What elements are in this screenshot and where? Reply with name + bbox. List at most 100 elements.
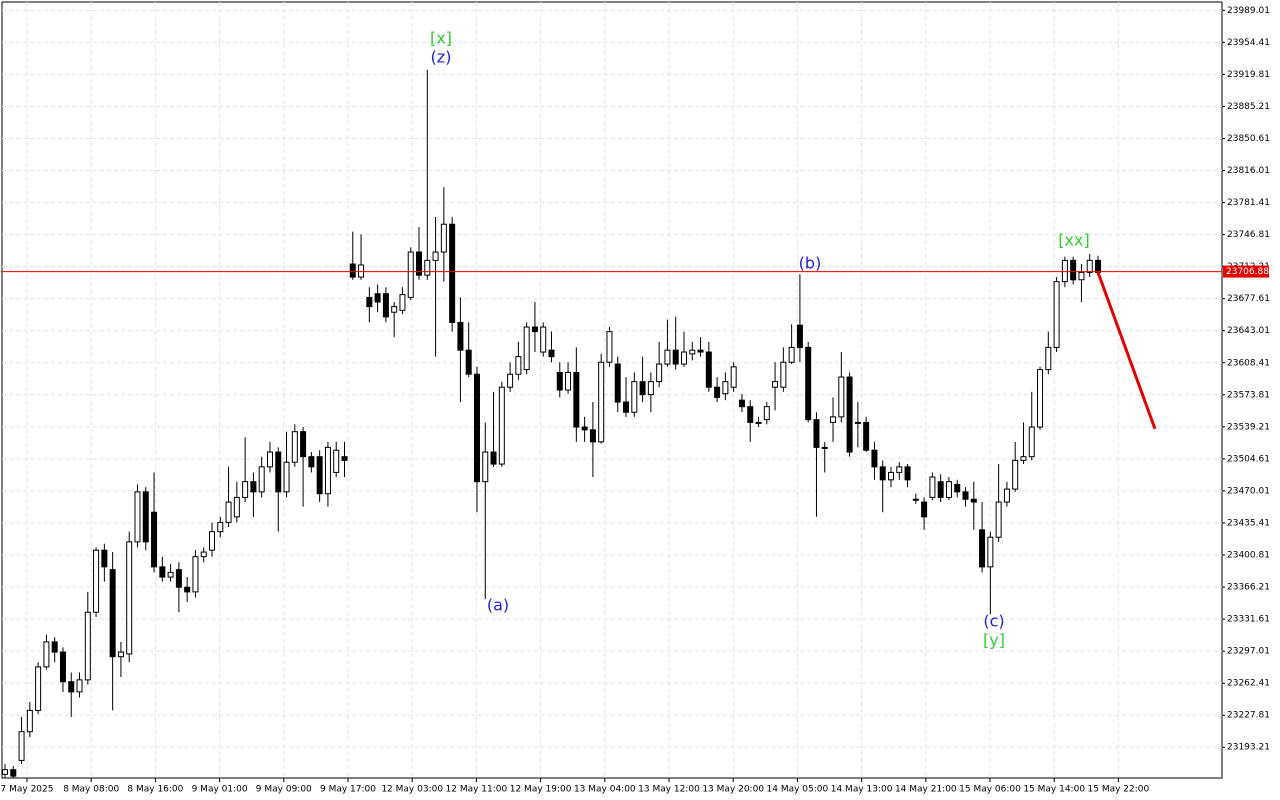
wave-label: [xx]: [1058, 231, 1089, 250]
candle-body: [747, 406, 754, 423]
y-tick-label: 23919.81: [1227, 70, 1270, 80]
x-tick-label: 13 May 12:00: [638, 785, 700, 795]
x-tick-label: 13 May 04:00: [574, 785, 636, 795]
y-tick-label: 23227.81: [1227, 711, 1270, 721]
candle-body: [738, 399, 745, 408]
candle-body: [275, 451, 282, 493]
candle-body: [151, 511, 158, 568]
x-tick-label: 14 May 05:00: [767, 785, 829, 795]
candle-body: [490, 451, 497, 465]
candle-body: [647, 381, 654, 396]
candle-body: [631, 381, 638, 413]
candle-body: [250, 481, 257, 493]
candle-body: [830, 416, 837, 423]
candle-body: [1003, 488, 1010, 503]
candle-body: [1037, 369, 1044, 428]
candle-body: [432, 251, 439, 261]
candle-body: [540, 326, 547, 353]
candle-body: [358, 264, 365, 278]
candle-body: [722, 381, 729, 395]
candle-body: [730, 366, 737, 388]
candle-body: [556, 371, 563, 391]
candle-body: [349, 263, 356, 278]
y-tick-label: 23989.01: [1227, 6, 1270, 16]
y-tick-label: 23781.41: [1227, 198, 1270, 208]
candle-body: [846, 376, 853, 453]
y-tick-label: 23400.81: [1227, 551, 1270, 561]
candle-body: [43, 641, 50, 668]
candle-body: [18, 731, 25, 761]
candle-body: [142, 491, 149, 543]
candle-body: [763, 406, 770, 421]
candle-body: [995, 501, 1002, 538]
candle-body: [937, 481, 944, 498]
candle-body: [714, 386, 721, 398]
candle-body: [639, 381, 646, 396]
candle-body: [515, 356, 522, 375]
candle-body: [664, 349, 671, 365]
y-tick-label: 23331.61: [1227, 615, 1270, 625]
candle-body: [523, 326, 530, 371]
y-tick-label: 23262.41: [1227, 679, 1270, 689]
candle-body: [465, 349, 472, 375]
candle-body: [656, 363, 663, 383]
candle-body: [498, 386, 505, 465]
candle-body: [606, 331, 613, 363]
y-tick-label: 23885.21: [1227, 102, 1270, 112]
candle-body: [192, 556, 199, 593]
candle-body: [887, 471, 894, 481]
candle-body: [101, 549, 108, 568]
x-tick-label: 9 May 01:00: [192, 785, 248, 795]
x-tick-label: 12 May 19:00: [510, 785, 572, 795]
candle-body: [879, 466, 886, 481]
x-tick-label: 13 May 20:00: [702, 785, 764, 795]
candle-body: [242, 481, 249, 498]
y-tick-label: 23746.81: [1227, 230, 1270, 240]
candle-body: [565, 371, 572, 391]
candle-body: [68, 681, 75, 693]
candle-body: [1053, 281, 1060, 348]
candle-body: [93, 549, 100, 613]
candle-body: [391, 306, 398, 313]
wave-label: (b): [799, 254, 822, 273]
candle-body: [573, 371, 580, 428]
candle-body: [1086, 259, 1093, 273]
candle-body: [598, 361, 605, 443]
candle-body: [51, 641, 58, 653]
y-tick-label: 23470.01: [1227, 486, 1270, 496]
candle-body: [705, 351, 712, 388]
candle-body: [291, 431, 298, 463]
candle-body: [581, 426, 588, 431]
candle-body: [954, 483, 961, 493]
candle-body: [1028, 426, 1035, 458]
candle-body: [1045, 346, 1052, 371]
candle-body: [258, 466, 265, 493]
candle-body: [780, 361, 787, 388]
candle-body: [134, 491, 141, 543]
candle-body: [209, 531, 216, 551]
x-tick-label: 14 May 21:00: [895, 785, 957, 795]
candle-body: [796, 324, 803, 348]
y-tick-label: 23677.61: [1227, 294, 1270, 304]
candle-body: [1020, 456, 1027, 461]
candle-body: [821, 446, 828, 449]
candle-body: [233, 496, 240, 518]
candle-body: [217, 521, 224, 533]
candle-body: [871, 449, 878, 468]
wave-label: [y]: [983, 631, 1005, 650]
candle-body: [863, 421, 870, 451]
wave-label: (c): [983, 612, 1004, 631]
wave-label: (z): [431, 48, 452, 67]
candle-body: [589, 429, 596, 443]
candle-body: [424, 259, 431, 276]
candle-body: [407, 251, 414, 298]
x-tick-label: 12 May 11:00: [446, 785, 508, 795]
candle-body: [416, 251, 423, 276]
candle-body: [623, 401, 630, 413]
candle-body: [308, 456, 315, 468]
candle-body: [904, 466, 911, 481]
candle-body: [854, 421, 861, 424]
plot-frame: [1, 1, 1223, 779]
candle-body: [399, 294, 406, 311]
